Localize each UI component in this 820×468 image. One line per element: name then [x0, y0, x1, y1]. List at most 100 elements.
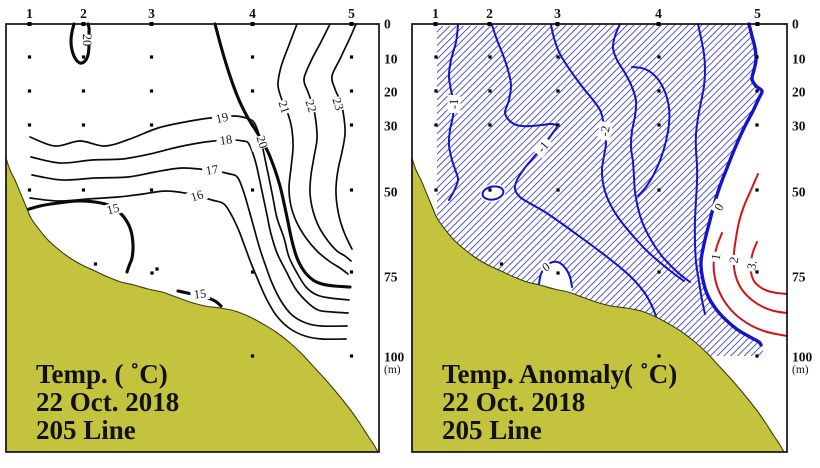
red-contour-line-2: [732, 173, 788, 314]
seafloor-left: [5, 157, 379, 453]
data-dot: [755, 270, 759, 274]
data-dot: [349, 354, 354, 358]
anomaly-contour-line--1: [447, 24, 460, 201]
station-tick: [349, 22, 354, 26]
depth-label: 10: [384, 52, 398, 67]
station-tick: [755, 22, 760, 26]
contour-line-22: [303, 23, 352, 262]
depth-label: 75: [384, 270, 398, 285]
anomaly-contour-line--1: [693, 23, 707, 315]
data-dot: [657, 123, 661, 127]
negative-anomaly-hatch: [437, 24, 763, 356]
temp-contour-18-label: 18: [219, 132, 233, 148]
temp-contour-21-label: 21: [275, 99, 292, 115]
station-label: 5: [754, 6, 761, 21]
anom-contour--1-label-group: -1: [532, 135, 554, 159]
station-tick: [27, 22, 32, 26]
data-dot: [657, 89, 661, 93]
anom-red-contour-2-label-box: [726, 253, 742, 267]
depth-unit-label: (m): [384, 364, 401, 376]
data-dot: [250, 123, 255, 127]
anom-red-contour-3-label-group: 3.: [744, 257, 760, 273]
temp-contour-15-label: 15: [193, 286, 207, 301]
station-label: 2: [486, 6, 493, 21]
anomaly-contour-line--3: [631, 66, 671, 197]
temp-contour-21-label-box: [269, 96, 299, 118]
temp-contour-15-label-box: [102, 200, 124, 218]
data-dot: [27, 55, 32, 59]
anom-red-contour-3-label-box: [744, 257, 760, 273]
data-dot: [155, 267, 159, 271]
depth-label: 0: [384, 17, 391, 32]
data-dot: [556, 271, 560, 275]
anomaly-contour-line--2: [611, 23, 691, 283]
anom-contour-0-label-box: [538, 259, 554, 275]
temp-contour-23-label-box: [323, 93, 353, 115]
temp-contour-22-label-group: 22: [296, 95, 326, 117]
panel-title-line: 22 Oct. 2018: [442, 387, 585, 417]
station-tick: [81, 22, 86, 26]
temp-contour-16-label: 16: [189, 187, 205, 204]
data-dot: [499, 262, 504, 266]
anomaly-contour-line-0: [699, 22, 764, 347]
data-dot: [149, 55, 154, 59]
station-tick: [487, 22, 492, 26]
contour-line-16: [29, 190, 347, 341]
temp-contour-20-label: 20: [253, 134, 270, 150]
station-label: 3: [554, 6, 561, 21]
data-dot: [149, 89, 154, 93]
data-dot: [349, 55, 354, 59]
panel-title-line: 22 Oct. 2018: [36, 387, 179, 417]
anom-red-contour-1-label-box: [708, 250, 724, 264]
temp-contour-15-label: 15: [105, 201, 121, 218]
anomaly-contour-line-0: [538, 260, 573, 288]
data-dot: [81, 89, 86, 93]
data-dot: [556, 123, 560, 127]
data-dot: [755, 188, 759, 192]
data-dot: [81, 188, 86, 192]
panel-border-right: [411, 23, 788, 453]
contour-line-23: [330, 23, 357, 250]
data-dot: [27, 123, 32, 127]
temp-contour-17-label-group: 17: [201, 162, 223, 178]
station-tick: [250, 22, 255, 26]
data-dot: [755, 123, 759, 127]
data-dot: [349, 270, 354, 274]
depth-label: 10: [792, 52, 806, 67]
data-dot: [488, 89, 492, 93]
temp-contour-21-label-group: 21: [269, 96, 299, 118]
data-dot: [657, 188, 661, 192]
temp-contour-20-label-group: 20: [248, 132, 276, 152]
depth-label: 20: [384, 85, 398, 100]
data-dot: [250, 188, 255, 192]
depth-label: 20: [792, 85, 806, 100]
anom-contour--1-label-group: -1: [447, 95, 461, 113]
data-dot: [657, 354, 661, 358]
temp-contour-15-label-group: 15: [189, 286, 211, 302]
data-dot: [149, 188, 154, 192]
temp-contour-23-label-group: 23: [323, 93, 353, 115]
depth-label: 50: [792, 185, 806, 200]
data-dot: [556, 89, 560, 93]
data-dot: [27, 188, 32, 192]
data-dot: [250, 55, 255, 59]
temp-contour-17-label-box: [201, 162, 223, 178]
anom-contour--1-label: -1: [447, 99, 461, 109]
data-dot: [434, 188, 438, 192]
data-dot: [434, 123, 438, 127]
anom-contour-0-label-group: 0: [710, 198, 728, 216]
data-dot: [81, 55, 86, 59]
station-axis-right: 1 2 3 4 5: [432, 6, 761, 26]
station-axis-left: 1 2 3 4 5: [26, 6, 355, 26]
data-dot: [488, 123, 492, 127]
data-dot: [81, 123, 86, 127]
data-dot: [250, 354, 255, 358]
data-dot: [755, 89, 759, 93]
data-dot: [349, 123, 354, 127]
anom-contour-0-label-box: [710, 198, 728, 216]
station-label: 1: [432, 6, 439, 21]
panel-border-left: [5, 23, 380, 453]
station-label: 1: [26, 6, 33, 21]
data-dot: [434, 55, 438, 59]
